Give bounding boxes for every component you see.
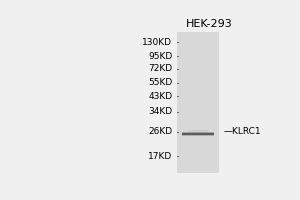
Bar: [182, 135, 214, 136]
Bar: [182, 133, 214, 134]
Bar: [182, 132, 214, 133]
Bar: [182, 135, 214, 136]
Bar: [182, 133, 214, 134]
Bar: [182, 134, 214, 135]
Text: —KLRC1: —KLRC1: [224, 127, 261, 136]
Text: 95KD: 95KD: [148, 52, 172, 61]
Bar: [177, 32, 219, 173]
Bar: [182, 132, 214, 133]
Bar: [188, 130, 208, 134]
Text: 72KD: 72KD: [148, 64, 172, 73]
Text: 17KD: 17KD: [148, 152, 172, 161]
Text: 26KD: 26KD: [148, 127, 172, 136]
Bar: [182, 134, 214, 135]
Text: 34KD: 34KD: [148, 107, 172, 116]
Text: 55KD: 55KD: [148, 78, 172, 87]
Text: 43KD: 43KD: [148, 92, 172, 101]
Bar: [177, 32, 219, 173]
Text: HEK-293: HEK-293: [186, 19, 233, 29]
Text: 130KD: 130KD: [142, 38, 172, 47]
